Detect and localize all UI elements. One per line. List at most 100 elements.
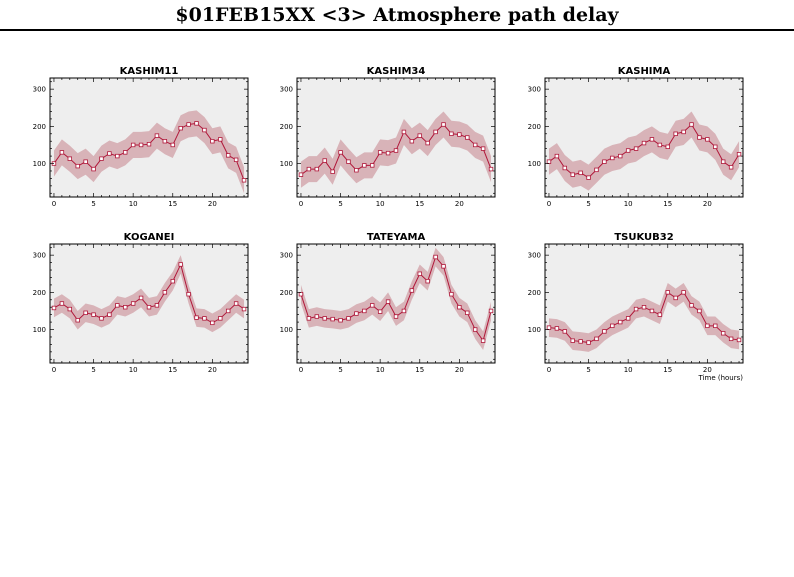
data-point [330,169,335,174]
data-point [449,292,454,297]
data-point [449,131,454,136]
data-point [417,271,422,276]
data-point [194,315,199,320]
data-point [457,132,462,137]
data-point [123,150,128,155]
data-point [338,150,343,155]
x-tick-label: 15 [663,200,672,208]
y-tick-label: 100 [33,326,46,334]
data-point [377,309,383,314]
data-point [625,316,631,321]
data-point [385,150,391,156]
data-point [665,290,670,295]
data-point [330,316,335,322]
x-tick-label: 10 [129,200,138,208]
data-point [162,139,168,144]
data-point [472,142,478,148]
data-point [602,329,607,334]
data-point [233,301,239,306]
chart-panel-tsukub32: 0 5 10 15 20 100 200 300 TSUKUB32 Time (hours) [528,232,744,382]
x-tick-label: 15 [168,366,177,374]
x-tick-label: 0 [299,366,303,374]
data-point [625,148,631,153]
chart-panel-koganei: 0 5 10 15 20 100 200 300 KOGANEI [33,232,249,374]
data-point [83,159,88,164]
data-point [67,156,72,161]
data-point [377,150,383,155]
data-point [107,151,112,156]
y-tick-label: 100 [280,160,293,168]
x-tick-label: 20 [703,200,712,208]
y-tick-label: 200 [528,123,541,131]
data-point [618,153,623,159]
data-point [91,166,96,172]
data-point [306,166,312,172]
data-point [705,137,710,142]
x-tick-label: 15 [415,200,424,208]
x-tick-label: 10 [624,366,633,374]
data-point [138,142,144,148]
data-point [554,326,560,331]
uncertainty-band [300,247,492,350]
data-point [170,142,175,148]
data-point [59,150,65,155]
data-point [713,144,718,149]
data-point [409,288,415,293]
data-point [697,135,702,140]
data-point [130,301,136,306]
data-point [457,305,462,310]
data-point [433,254,438,260]
data-point [546,325,552,330]
data-point [210,320,215,326]
x-tick-label: 20 [455,366,464,374]
data-point [146,305,152,310]
panel-title: TSUKUB32 [614,232,673,243]
data-point [370,303,375,308]
data-point [354,168,359,173]
y-tick-label: 200 [280,123,293,131]
data-point [736,152,742,157]
data-point [546,159,552,164]
x-tick-label: 0 [547,366,551,374]
x-tick-label: 10 [376,200,385,208]
data-point [218,316,223,321]
data-point [433,129,438,135]
data-point [67,306,72,312]
data-point [162,290,168,295]
data-point [322,316,327,321]
data-point [186,122,191,127]
x-tick-label: 10 [376,366,385,374]
x-tick-label: 10 [624,200,633,208]
data-point [641,305,647,310]
panel-title: KASHIM11 [120,66,179,77]
x-tick-label: 20 [208,200,217,208]
data-point [75,318,80,323]
data-point [657,312,663,317]
data-point [425,140,430,146]
data-point [170,278,175,284]
data-point [697,308,702,314]
data-point [154,303,160,308]
data-point [562,329,567,334]
panel-title: TATEYAMA [367,232,426,243]
x-axis-label: Time (hours) [698,374,744,382]
x-tick-label: 5 [91,366,95,374]
data-point [83,310,88,315]
data-point [417,133,422,138]
data-point [346,316,351,321]
data-point [488,166,494,172]
y-tick-label: 300 [33,86,46,94]
data-point [218,137,223,142]
data-point [123,305,128,310]
data-point [594,336,599,342]
data-point [610,155,615,161]
data-point [610,323,615,329]
data-point [130,142,136,148]
data-point [338,318,343,323]
data-point [225,153,231,158]
x-tick-label: 5 [586,366,590,374]
x-tick-label: 20 [703,366,712,374]
data-point [186,292,191,297]
data-point [465,310,470,315]
data-point [202,316,207,321]
